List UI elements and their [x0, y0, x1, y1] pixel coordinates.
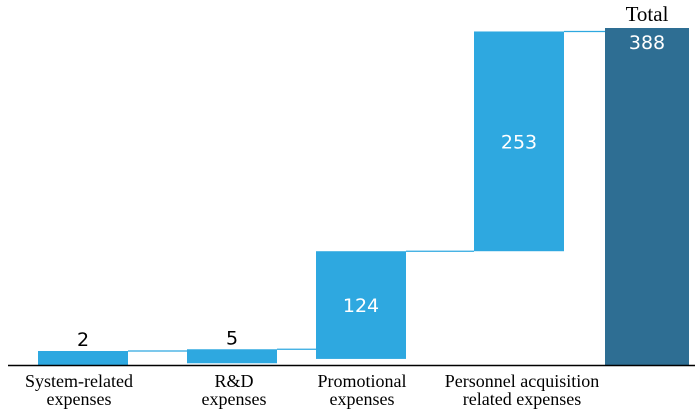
value-labels: 2 5 124 253 388	[77, 32, 665, 351]
value-label-2: 5	[226, 327, 238, 349]
category-labels: System-related expenses R&D expenses Promoti…	[25, 371, 599, 409]
total-title: Total	[626, 2, 669, 26]
bars	[38, 28, 689, 365]
bar-4	[474, 31, 564, 252]
bar-3	[316, 251, 406, 359]
connector-lines	[128, 30, 605, 352]
bar-total	[605, 28, 689, 365]
value-label-3: 124	[343, 295, 379, 317]
category-label-3: Promotional expenses	[318, 371, 407, 409]
category-label-2: R&D expenses	[202, 371, 267, 409]
category-label-4: Personnel acquisition related expenses	[445, 371, 599, 409]
value-label-total: 388	[629, 32, 665, 54]
value-label-1: 2	[77, 329, 89, 351]
bar-2	[187, 349, 277, 364]
bar-1	[38, 351, 128, 365]
category-label-1: System-related expenses	[25, 371, 133, 409]
value-label-4: 253	[501, 131, 537, 153]
